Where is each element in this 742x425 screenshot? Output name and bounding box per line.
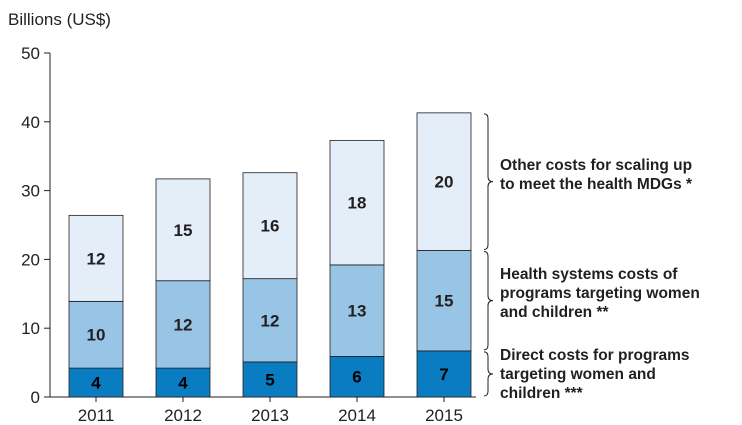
- x-tick-label: 2011: [78, 406, 115, 425]
- y-tick-label: 30: [21, 182, 40, 201]
- legend-line: children ***: [500, 385, 583, 402]
- y-tick-label: 40: [21, 113, 40, 132]
- legend-direct-costs: Direct costs for programs targeting wome…: [500, 346, 690, 403]
- x-tick-label: 2012: [164, 406, 202, 425]
- legend-brace-layer: [483, 113, 494, 397]
- bar-value-label: 16: [261, 217, 280, 236]
- y-tick-label: 0: [31, 388, 40, 407]
- bar-segment: [329, 139, 385, 266]
- legend-brace: [483, 351, 494, 397]
- x-tick-label: 2014: [338, 406, 376, 425]
- bar-segment: [155, 367, 211, 398]
- legend-line: targeting women and: [500, 366, 656, 383]
- value-label-layer: 4 10 12 4 12 15 5 12 16 6 13 18 7 15 20: [87, 173, 454, 393]
- bar-value-label: 15: [174, 221, 193, 240]
- legend-health-systems-costs: Health systems costs of programs targeti…: [500, 265, 700, 322]
- bar-value-label: 7: [439, 365, 448, 384]
- bar-segment: [416, 112, 472, 251]
- legend-line: Health systems costs of: [500, 266, 678, 283]
- bar-value-label: 4: [91, 374, 101, 393]
- y-tick-label: 10: [21, 319, 40, 338]
- bar-segment: [329, 264, 385, 357]
- bar-value-label: 12: [174, 315, 193, 334]
- bar-segment: [242, 172, 298, 280]
- legend-line: to meet the health MDGs *: [500, 176, 693, 193]
- bar-layer: [68, 112, 472, 398]
- y-axis-unit-label: Billions (US$): [8, 10, 111, 29]
- bar-value-label: 12: [261, 311, 280, 330]
- bar-value-label: 6: [352, 368, 361, 387]
- x-tick-label: 2013: [251, 406, 289, 425]
- legend-line: Direct costs for programs: [500, 347, 690, 364]
- bar-value-label: 18: [348, 194, 367, 213]
- legend-line: Other costs for scaling up: [500, 157, 693, 174]
- bar-segment: [68, 300, 124, 369]
- x-tick-label: 2015: [425, 406, 463, 425]
- bar-value-label: 20: [435, 173, 454, 192]
- bar-segment: [242, 361, 298, 398]
- bar-value-label: 15: [435, 292, 454, 311]
- bar-value-label: 5: [265, 370, 274, 389]
- bar-segment: [68, 367, 124, 398]
- legend-brace: [483, 113, 494, 250]
- legend-brace: [483, 250, 494, 351]
- bar-value-label: 4: [178, 374, 188, 393]
- legend-line: and children **: [500, 304, 609, 321]
- legend-other-costs: Other costs for scaling up to meet the h…: [500, 156, 692, 194]
- legend-line: programs targeting women: [500, 285, 700, 302]
- bar-segment: [155, 280, 211, 369]
- bar-segment: [155, 178, 211, 282]
- bar-value-label: 12: [87, 249, 106, 268]
- y-tick-label: 50: [21, 44, 40, 63]
- bar-value-label: 13: [348, 302, 367, 321]
- y-tick-label: 20: [21, 250, 40, 269]
- bar-segment: [68, 214, 124, 302]
- bar-value-label: 10: [87, 326, 106, 345]
- bar-segment: [242, 278, 298, 363]
